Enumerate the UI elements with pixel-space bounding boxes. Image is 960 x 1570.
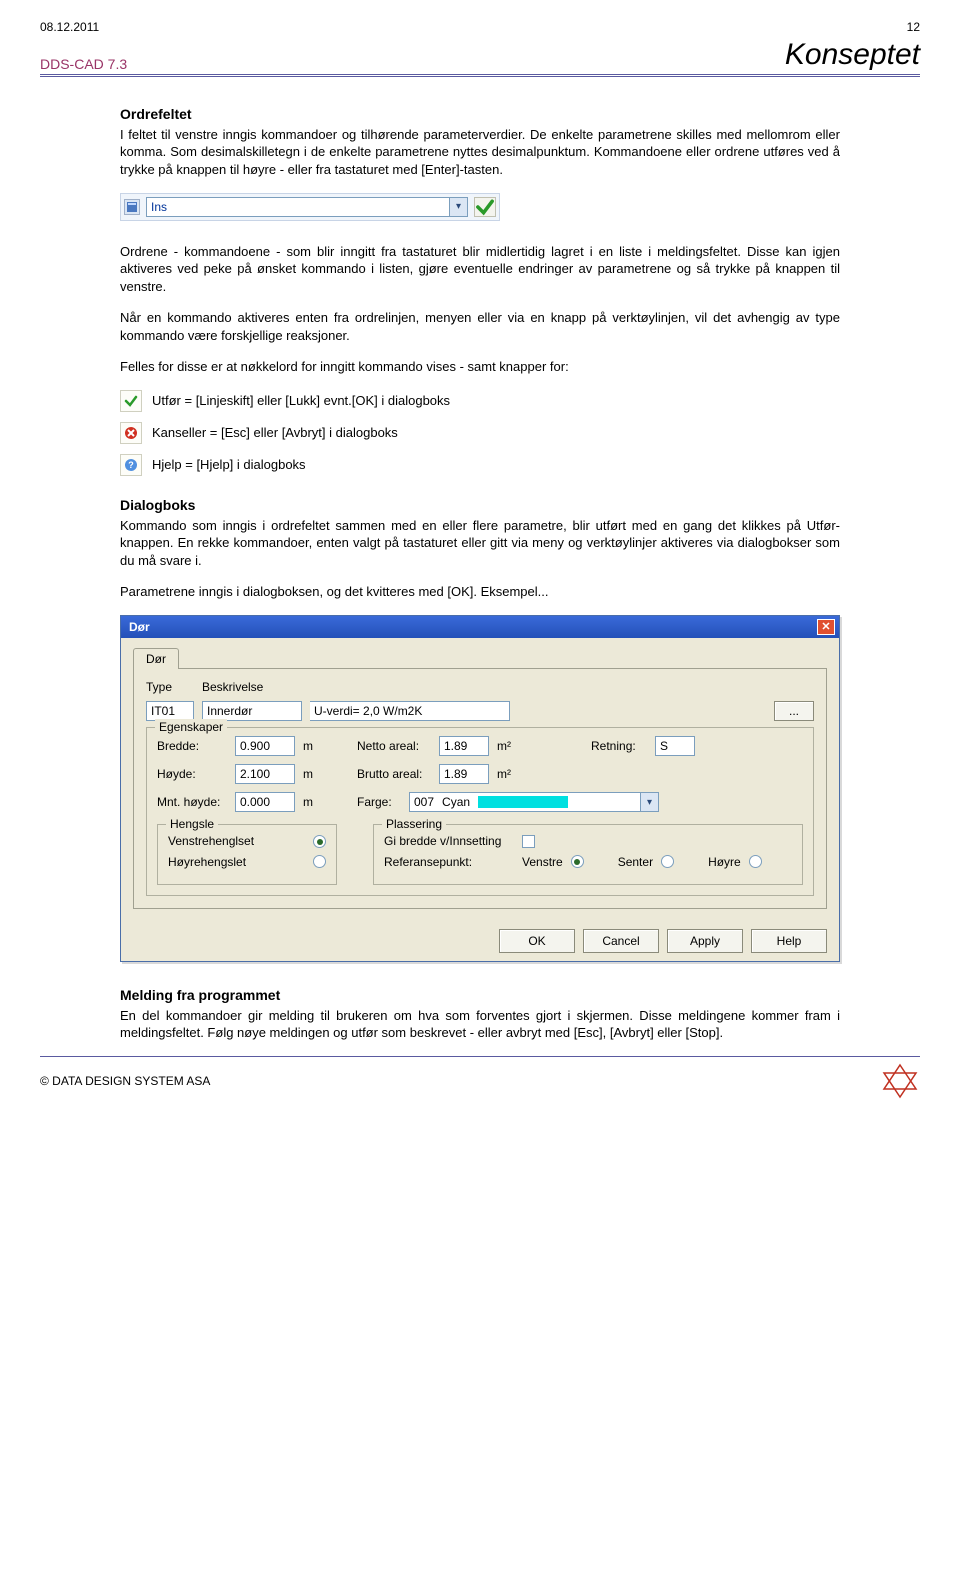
tab-door[interactable]: Dør	[133, 648, 179, 669]
uverdi-field: U-verdi= 2,0 W/m2K	[310, 701, 510, 721]
gibredde-checkbox[interactable]	[522, 835, 535, 848]
hoyde-unit: m	[303, 766, 321, 782]
utfor-label: Utfør = [Linjeskift] eller [Lukk] evnt.[…	[152, 392, 450, 410]
hoyde-label: Høyde:	[157, 766, 227, 782]
window-icon	[124, 199, 140, 215]
bredde-field[interactable]: 0.900	[235, 736, 295, 756]
ordrefeltet-p1: I feltet til venstre inngis kommandoer o…	[120, 126, 840, 179]
ok-button[interactable]: OK	[499, 929, 575, 953]
beskrivelse-label: Beskrivelse	[202, 679, 266, 695]
bruttoareal-label: Brutto areal:	[357, 766, 431, 782]
ref-senter-radio[interactable]	[661, 855, 674, 868]
ref-venstre-radio[interactable]	[571, 855, 584, 868]
dialogboks-heading: Dialogboks	[120, 496, 840, 515]
app-name: DDS-CAD 7.3	[40, 56, 127, 72]
cancel-button[interactable]: Cancel	[583, 929, 659, 953]
gibredde-label: Gi bredde v/Innsetting	[384, 833, 514, 849]
melding-p: En del kommandoer gir melding til bruker…	[120, 1007, 840, 1042]
bredde-unit: m	[303, 738, 321, 754]
retning-label: Retning:	[591, 738, 647, 754]
execute-button[interactable]	[474, 197, 496, 217]
kanseller-label: Kanseller = [Esc] eller [Avbryt] i dialo…	[152, 424, 398, 442]
farge-swatch	[478, 796, 568, 808]
nettoareal-field[interactable]: 1.89	[439, 736, 489, 756]
hjelp-label: Hjelp = [Hjelp] i dialogboks	[152, 456, 306, 474]
footer-company: © DATA DESIGN SYSTEM ASA	[40, 1074, 210, 1088]
dialogboks-p1: Kommando som inngis i ordrefeltet sammen…	[120, 517, 840, 570]
type-label: Type	[146, 679, 194, 695]
mnthoyde-label: Mnt. høyde:	[157, 794, 227, 810]
dialogboks-p2: Parametrene inngis i dialogboksen, og de…	[120, 583, 840, 601]
hoyrehengsle-radio[interactable]	[313, 855, 326, 868]
mnthoyde-unit: m	[303, 794, 321, 810]
ordrefeltet-p4: Felles for disse er at nøkkelord for inn…	[120, 358, 840, 376]
dialog-title: Dør	[129, 619, 150, 635]
melding-heading: Melding fra programmet	[120, 986, 840, 1005]
ref-senter-label: Senter	[618, 854, 653, 870]
page-date: 08.12.2011	[40, 20, 99, 34]
page-number: 12	[907, 20, 920, 34]
command-dropdown-icon[interactable]: ▾	[449, 198, 467, 216]
ordrefeltet-heading: Ordrefeltet	[120, 105, 840, 124]
footer-logo-icon	[880, 1061, 920, 1101]
browse-button[interactable]: ...	[774, 701, 814, 721]
ref-venstre-label: Venstre	[522, 854, 563, 870]
farge-name: Cyan	[442, 794, 470, 810]
type-field[interactable]: IT01	[146, 701, 194, 721]
hoyde-field[interactable]: 2.100	[235, 764, 295, 784]
farge-label: Farge:	[357, 794, 401, 810]
bredde-label: Bredde:	[157, 738, 227, 754]
ref-hoyre-label: Høyre	[708, 854, 741, 870]
command-bar: ▾	[120, 193, 500, 221]
door-dialog: Dør ✕ Dør Type Beskrivelse IT01 Innerdør…	[120, 615, 840, 962]
ordrefeltet-p2: Ordrene - kommandoene - som blir inngitt…	[120, 243, 840, 296]
hoyrehengsle-label: Høyrehengslet	[168, 854, 246, 870]
svg-text:?: ?	[128, 460, 134, 470]
venstrehengsle-label: Venstrehenglset	[168, 833, 254, 849]
ordrefeltet-p3: Når en kommando aktiveres enten fra ordr…	[120, 309, 840, 344]
brutto-unit: m²	[497, 766, 515, 782]
netto-unit: m²	[497, 738, 515, 754]
page-title: Konseptet	[785, 38, 920, 72]
farge-combo[interactable]: 007 Cyan ▾	[409, 792, 659, 812]
command-input[interactable]	[146, 197, 468, 217]
plassering-legend: Plassering	[382, 816, 446, 832]
hengsle-legend: Hengsle	[166, 816, 218, 832]
farge-code: 007	[414, 794, 434, 810]
ref-hoyre-radio[interactable]	[749, 855, 762, 868]
egenskaper-legend: Egenskaper	[155, 719, 227, 735]
nettoareal-label: Netto areal:	[357, 738, 431, 754]
kanseller-icon	[120, 422, 142, 444]
venstrehengsle-radio[interactable]	[313, 835, 326, 848]
refpunkt-label: Referansepunkt:	[384, 854, 514, 870]
apply-button[interactable]: Apply	[667, 929, 743, 953]
retning-field[interactable]: S	[655, 736, 695, 756]
close-icon[interactable]: ✕	[817, 619, 835, 635]
chevron-down-icon[interactable]: ▾	[640, 793, 658, 811]
hjelp-icon: ?	[120, 454, 142, 476]
bruttoareal-field[interactable]: 1.89	[439, 764, 489, 784]
utfor-icon	[120, 390, 142, 412]
beskrivelse-field[interactable]: Innerdør	[202, 701, 302, 721]
help-button[interactable]: Help	[751, 929, 827, 953]
mnthoyde-field[interactable]: 0.000	[235, 792, 295, 812]
